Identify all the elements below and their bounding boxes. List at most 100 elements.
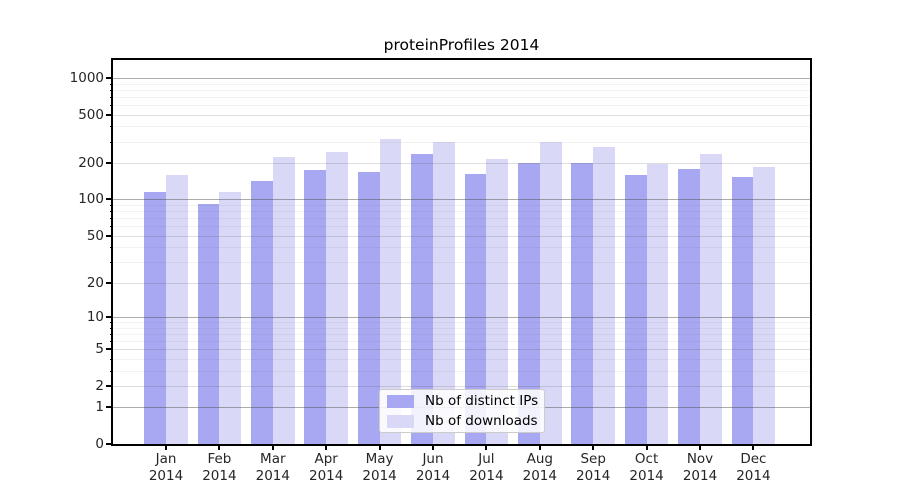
x-tick-mark [271, 446, 274, 450]
x-tick-label: Jan 2014 [134, 451, 198, 484]
x-tick-label: May 2014 [348, 451, 412, 484]
gridline-minor [113, 333, 810, 335]
bar-downloads-sep [593, 146, 615, 444]
plot-area [113, 60, 810, 444]
gridline-minor [113, 96, 810, 98]
x-tick-month: Oct [634, 451, 659, 467]
legend-swatch-ips [387, 394, 414, 408]
x-tick-month: Jul [478, 451, 495, 467]
y-tick-mark [106, 315, 113, 318]
x-tick-month: Feb [207, 451, 232, 467]
x-tick-label: Apr 2014 [294, 451, 358, 484]
y-tick-mark [106, 198, 113, 201]
x-tick-year: 2014 [522, 467, 557, 484]
bar-downloads-apr [326, 152, 348, 444]
y-tick-mark-minor [110, 104, 113, 106]
gridline-minor [113, 327, 810, 329]
gridline-minor [113, 205, 810, 206]
y-tick-mark-minor [110, 211, 113, 213]
y-tick-label: 100 [78, 191, 104, 208]
x-tick-month: Aug [526, 451, 553, 467]
y-tick-mark [106, 76, 113, 79]
bar-ips-mar [251, 180, 273, 444]
bar-downloads-jul [486, 159, 509, 444]
x-tick-label: Feb 2014 [187, 451, 251, 484]
bar-ips-apr [304, 170, 327, 444]
x-tick-mark [752, 446, 755, 450]
gridline-minor [113, 247, 810, 249]
y-tick-mark [106, 443, 113, 445]
y-tick-label: 500 [78, 106, 104, 123]
x-tick-year: 2014 [148, 467, 184, 484]
x-tick-label: Nov 2014 [668, 451, 732, 484]
gridline-minor [113, 358, 810, 360]
gridline-minor [113, 262, 810, 264]
y-tick-label: 50 [86, 227, 104, 244]
y-tick-label: 1000 [69, 69, 104, 86]
y-tick-label: 10 [86, 308, 104, 325]
x-tick-month: Jun [422, 451, 444, 467]
legend-item-distinct-ips: Nb of distinct IPs [387, 392, 544, 410]
bar-ips-may [357, 171, 380, 444]
x-tick-year: 2014 [576, 467, 611, 484]
gridline-minor [113, 218, 810, 220]
gridline-minor [113, 370, 810, 372]
y-tick-mark-minor [110, 327, 113, 329]
x-tick-month: Apr [314, 451, 338, 467]
gridline-minor [113, 211, 810, 213]
bar-downloads-feb [219, 192, 242, 444]
x-tick-month: Mar [260, 451, 286, 467]
legend: Nb of distinct IPs Nb of downloads [379, 389, 545, 433]
gridline [113, 235, 810, 237]
y-tick-mark-minor [110, 262, 113, 264]
y-tick-label: 5 [95, 341, 104, 358]
y-tick-mark [106, 281, 113, 284]
bar-downloads-jun [433, 141, 455, 444]
bar-downloads-jan [166, 174, 188, 444]
y-tick-mark-minor [110, 358, 113, 360]
gridline-minor [113, 126, 810, 128]
bar-ips-nov [678, 169, 700, 444]
gridline-minor [113, 83, 810, 85]
bar-ips-jan [144, 191, 166, 444]
x-tick-year: 2014 [736, 467, 771, 484]
gridline-major [113, 316, 810, 318]
legend-item-downloads: Nb of downloads [387, 412, 544, 430]
bar-downloads-mar [272, 156, 295, 444]
x-tick-month: May [365, 451, 394, 467]
bar-ips-dec [731, 177, 754, 444]
x-tick-month: Sep [580, 451, 606, 467]
x-tick-month: Nov [686, 451, 714, 467]
gridline-minor [113, 322, 810, 323]
gridline-minor [113, 141, 810, 143]
x-tick-year: 2014 [469, 467, 504, 484]
y-tick-mark-minor [110, 340, 113, 342]
bar-downloads-aug [539, 142, 562, 444]
x-tick-month: Dec [740, 451, 767, 467]
gridline [113, 163, 810, 165]
x-tick-year: 2014 [629, 467, 664, 484]
gridline-minor [113, 226, 810, 228]
y-tick-label: 20 [86, 274, 104, 291]
x-tick-label: Jul 2014 [454, 451, 518, 484]
y-tick-mark-minor [110, 218, 113, 220]
y-tick-mark [106, 384, 113, 387]
y-tick-label: 200 [78, 155, 104, 172]
y-tick-mark [106, 234, 113, 237]
y-tick-mark-minor [110, 141, 113, 143]
y-tick-mark-minor [110, 322, 113, 323]
y-tick-mark [106, 113, 113, 116]
x-tick-year: 2014 [362, 467, 397, 484]
gridline [113, 349, 810, 351]
x-tick-year: 2014 [309, 467, 344, 484]
y-tick-mark-minor [110, 96, 113, 98]
x-tick-mark [218, 446, 221, 450]
gridline [113, 385, 810, 387]
gridline-minor [113, 340, 810, 342]
x-tick-mark [325, 446, 328, 450]
x-tick-label: Aug 2014 [508, 451, 572, 484]
gridline-minor [113, 89, 810, 91]
y-tick-label: 0 [95, 436, 104, 452]
x-tick-mark [699, 446, 701, 450]
y-tick-label: 1 [95, 399, 104, 416]
